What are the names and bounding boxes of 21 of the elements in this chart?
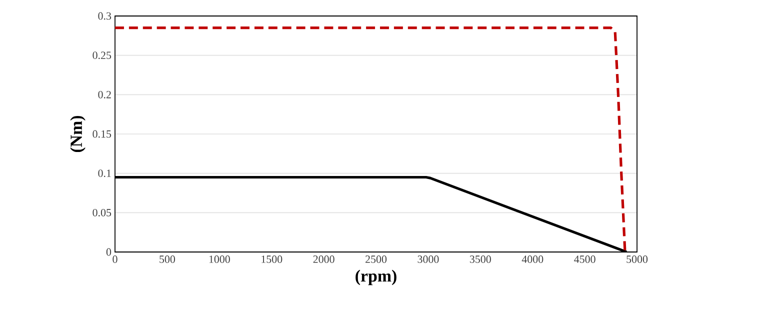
y-tick-label: 0 (106, 248, 112, 256)
x-tick-label: 1000 (209, 256, 230, 263)
x-tick-label: 500 (160, 256, 176, 263)
y-tick-label: 0.3 (98, 12, 112, 20)
y-tick-label: 0.2 (98, 90, 111, 98)
x-tick-label: 3000 (418, 256, 439, 263)
x-tick-label: 4500 (574, 256, 596, 263)
x-tick-label: 1500 (262, 256, 282, 263)
y-tick-label: 0.25 (92, 52, 112, 60)
x-tick-label: 3500 (470, 256, 491, 263)
y-tick-label: 0.15 (92, 130, 112, 138)
x-tick-label: 4000 (522, 256, 544, 263)
x-tick-label: 5000 (626, 256, 648, 263)
x-axis-title: (rpm) (356, 270, 396, 286)
y-axis-title: (Nm) (70, 116, 86, 152)
y-tick-label: 0.05 (92, 208, 112, 216)
x-tick-label: 0 (112, 256, 118, 263)
x-tick-label: 2500 (366, 256, 387, 263)
y-tick-label: 0.1 (98, 170, 111, 178)
line-series (115, 26, 626, 252)
x-tick-label: 2000 (313, 256, 334, 263)
